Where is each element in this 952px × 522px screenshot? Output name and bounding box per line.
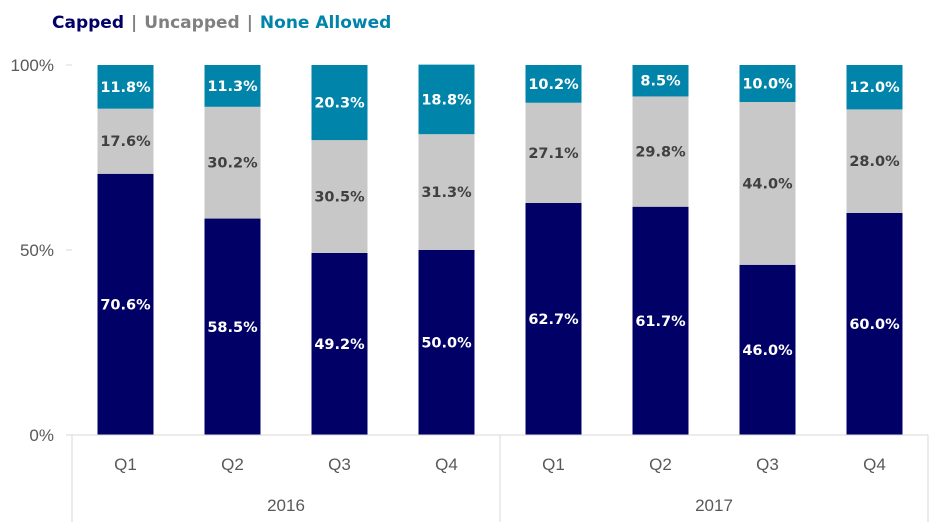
data-label: 20.3% [314, 96, 365, 112]
data-label: 46.0% [742, 343, 793, 359]
data-label: 49.2% [314, 337, 365, 353]
bar-segment-uncapped [204, 106, 261, 219]
data-label: 31.3% [421, 185, 472, 201]
legend-item-capped: Capped [52, 13, 124, 33]
bar-segment-uncapped [632, 96, 689, 207]
bar-segment-uncapped [97, 108, 154, 174]
bar-segment-uncapped [418, 134, 475, 250]
chart-legend: Capped | Uncapped | None Allowed [52, 10, 391, 36]
x-tick-label: Q3 [328, 455, 351, 474]
bar-segment-capped [97, 173, 154, 435]
bar-segment-none-allowed [204, 65, 261, 107]
bar-segment-capped [846, 213, 903, 435]
data-label: 50.0% [421, 336, 472, 352]
bar-segment-none-allowed [525, 65, 582, 103]
bar-segment-none-allowed [418, 64, 475, 135]
x-tick-label: Q4 [435, 455, 458, 474]
data-label: 8.5% [640, 74, 681, 90]
bar-segment-uncapped [311, 140, 368, 253]
bar-segment-none-allowed [739, 65, 796, 102]
bar-segment-uncapped [846, 109, 903, 213]
data-label: 58.5% [207, 320, 258, 336]
bar-segment-none-allowed [311, 65, 368, 141]
data-label: 12.0% [849, 80, 900, 96]
data-label: 30.2% [207, 156, 258, 172]
data-label: 18.8% [421, 92, 472, 108]
x-tick-label: Q1 [542, 455, 565, 474]
data-label: 44.0% [742, 176, 793, 192]
bar-segment-uncapped [739, 102, 796, 265]
legend-item-none-allowed: None Allowed [259, 13, 392, 33]
bar-segment-none-allowed [97, 65, 154, 109]
data-label: 27.1% [528, 146, 579, 162]
data-label: 11.8% [100, 80, 151, 96]
x-tick-label: Q1 [114, 455, 137, 474]
y-tick-label: 100% [11, 56, 54, 75]
y-tick-label: 50% [20, 241, 54, 260]
data-label: 10.0% [742, 77, 793, 93]
y-tick-label: 0% [29, 426, 54, 445]
data-label: 60.0% [849, 317, 900, 333]
bar-segment-capped [632, 206, 689, 435]
bar-segment-capped [311, 252, 368, 435]
x-tick-label: Q3 [756, 455, 779, 474]
bar-segment-capped [418, 250, 475, 435]
data-label: 30.5% [314, 190, 365, 206]
data-label: 29.8% [635, 145, 686, 161]
data-label: 11.3% [207, 79, 258, 95]
bar-segment-uncapped [525, 102, 582, 204]
data-label: 28.0% [849, 154, 900, 170]
data-label: 70.6% [100, 297, 151, 313]
data-label: 17.6% [100, 134, 151, 150]
bar-segment-capped [739, 264, 796, 435]
x-group-label: 2016 [267, 496, 305, 515]
legend-separator: | [130, 13, 138, 33]
data-label: 62.7% [528, 312, 579, 328]
x-group-label: 2017 [695, 496, 733, 515]
bar-segment-none-allowed [846, 65, 903, 110]
legend-item-uncapped: Uncapped [144, 13, 240, 33]
data-label: 10.2% [528, 77, 579, 93]
data-label: 61.7% [635, 314, 686, 330]
bar-segment-capped [525, 203, 582, 435]
x-tick-label: Q2 [649, 455, 672, 474]
legend-separator: | [246, 13, 253, 33]
bar-segment-capped [204, 218, 261, 435]
x-tick-label: Q4 [863, 455, 886, 474]
x-tick-label: Q2 [221, 455, 244, 474]
bar-segment-none-allowed [632, 65, 689, 97]
